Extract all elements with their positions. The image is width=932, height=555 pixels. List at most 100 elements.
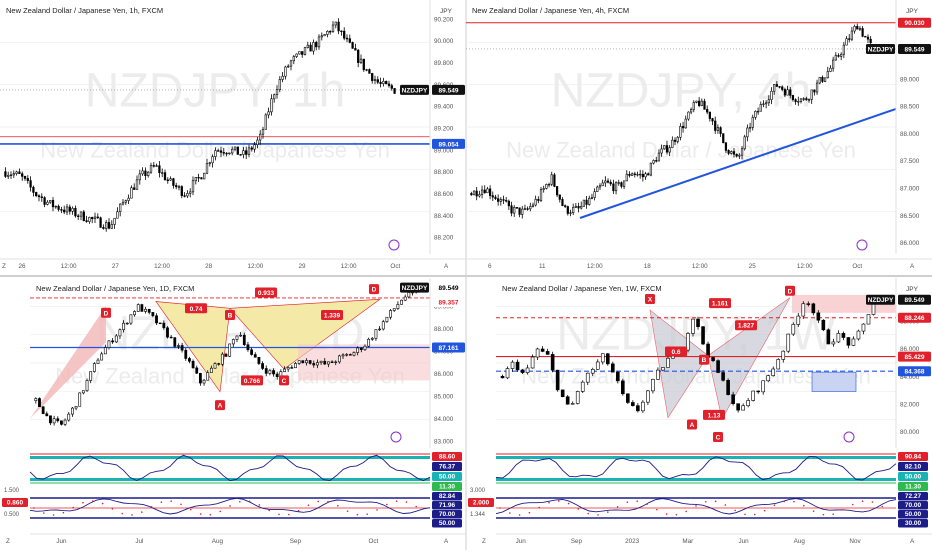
candle bbox=[68, 206, 71, 212]
x-tick-label: Nov bbox=[849, 538, 861, 545]
candle bbox=[246, 344, 250, 351]
lightning-icon[interactable] bbox=[856, 239, 868, 251]
candle bbox=[267, 111, 270, 116]
stoch-dot bbox=[72, 506, 74, 509]
candle bbox=[601, 182, 604, 187]
pattern-label-bg bbox=[185, 303, 207, 314]
candle bbox=[155, 165, 158, 167]
x-tick-label: Aug bbox=[212, 538, 224, 545]
level-tag-blue: 89.054 bbox=[439, 141, 459, 148]
candle bbox=[213, 363, 217, 369]
candle bbox=[529, 206, 532, 210]
candle bbox=[195, 367, 199, 374]
candle bbox=[228, 343, 232, 357]
candle bbox=[301, 51, 304, 55]
stoch-left-tick: 3.000 bbox=[470, 488, 486, 494]
candle bbox=[740, 148, 744, 156]
candle bbox=[545, 351, 550, 355]
chart-title: New Zealand Dollar / Japanese Yen, 1h, F… bbox=[6, 6, 163, 15]
x-tick-label: 18 bbox=[644, 263, 652, 270]
level-tag-red-bg bbox=[898, 17, 931, 28]
price-tag-symbol: NZDJPY bbox=[402, 87, 428, 94]
candle bbox=[593, 191, 596, 198]
candle bbox=[791, 324, 796, 335]
candle bbox=[631, 402, 635, 406]
stoch-dot bbox=[597, 514, 599, 516]
level-tag-blue: 84.368 bbox=[905, 369, 925, 376]
level-tag-red-dash: 88.246 bbox=[905, 315, 925, 322]
candle bbox=[116, 211, 119, 219]
candle bbox=[127, 197, 130, 201]
stoch-dot bbox=[317, 500, 320, 503]
pattern-label: D bbox=[788, 288, 793, 295]
y-tick-label: 88.800 bbox=[434, 169, 454, 176]
candle bbox=[738, 154, 741, 157]
stoch-dot bbox=[499, 507, 501, 509]
candle bbox=[848, 38, 851, 40]
candle bbox=[497, 198, 500, 202]
stoch-dot bbox=[626, 501, 629, 504]
candle bbox=[224, 353, 228, 357]
price-tag-value-bg bbox=[432, 282, 465, 293]
candle bbox=[177, 345, 180, 347]
y-tick-label: 89.800 bbox=[434, 60, 454, 67]
candle bbox=[786, 333, 791, 352]
candle bbox=[759, 104, 762, 112]
y-tick-label: 84.000 bbox=[434, 416, 454, 423]
stoch-dot bbox=[675, 513, 678, 516]
candle bbox=[570, 403, 575, 405]
candle bbox=[765, 102, 768, 105]
price-tag-symbol: NZDJPY bbox=[868, 46, 894, 53]
candle bbox=[472, 190, 476, 196]
candle bbox=[35, 192, 38, 196]
candle bbox=[378, 328, 381, 331]
candle bbox=[136, 304, 140, 312]
lightning-icon[interactable] bbox=[390, 431, 402, 443]
candle bbox=[701, 326, 705, 345]
candle bbox=[312, 363, 316, 366]
stoch-dot bbox=[773, 504, 776, 507]
lightning-icon[interactable] bbox=[843, 431, 855, 443]
candle bbox=[703, 100, 706, 110]
candle bbox=[273, 94, 276, 100]
candle bbox=[175, 185, 178, 188]
candle bbox=[362, 58, 365, 70]
candle bbox=[651, 379, 655, 392]
candle bbox=[107, 340, 111, 348]
rsi-band-bottom bbox=[496, 478, 896, 481]
candle bbox=[771, 368, 776, 376]
candle bbox=[144, 170, 147, 176]
candle bbox=[407, 292, 411, 298]
x-tick-label: 25 bbox=[749, 263, 757, 270]
lightning-icon[interactable] bbox=[388, 239, 400, 251]
candle bbox=[811, 303, 816, 314]
candle bbox=[284, 66, 287, 77]
candle bbox=[381, 321, 385, 330]
candle bbox=[368, 69, 371, 74]
candle bbox=[831, 341, 836, 345]
candle bbox=[805, 98, 808, 101]
candle bbox=[45, 413, 49, 417]
stoch-dot bbox=[803, 504, 805, 507]
stoch-dot bbox=[695, 505, 697, 507]
scale-letter: A bbox=[444, 263, 449, 270]
candle bbox=[655, 160, 658, 162]
candle bbox=[359, 58, 363, 63]
candle bbox=[103, 347, 107, 355]
rsi-band-bottom bbox=[30, 478, 430, 481]
candle bbox=[842, 44, 845, 55]
rsi-tick-bg bbox=[898, 452, 928, 461]
pattern-label-bg bbox=[225, 310, 235, 321]
candle bbox=[766, 375, 771, 382]
candle bbox=[43, 197, 46, 205]
candle bbox=[826, 71, 829, 79]
stoch-dot bbox=[754, 513, 756, 516]
stoch-dot bbox=[239, 500, 241, 503]
candle bbox=[656, 369, 660, 380]
timezone-letter: Z bbox=[6, 538, 10, 545]
candle bbox=[367, 338, 371, 347]
stoch-dot bbox=[724, 504, 727, 506]
level-tag-blue-bg bbox=[432, 138, 465, 149]
level-tag-blue-bg bbox=[432, 342, 465, 353]
candle bbox=[730, 151, 733, 154]
